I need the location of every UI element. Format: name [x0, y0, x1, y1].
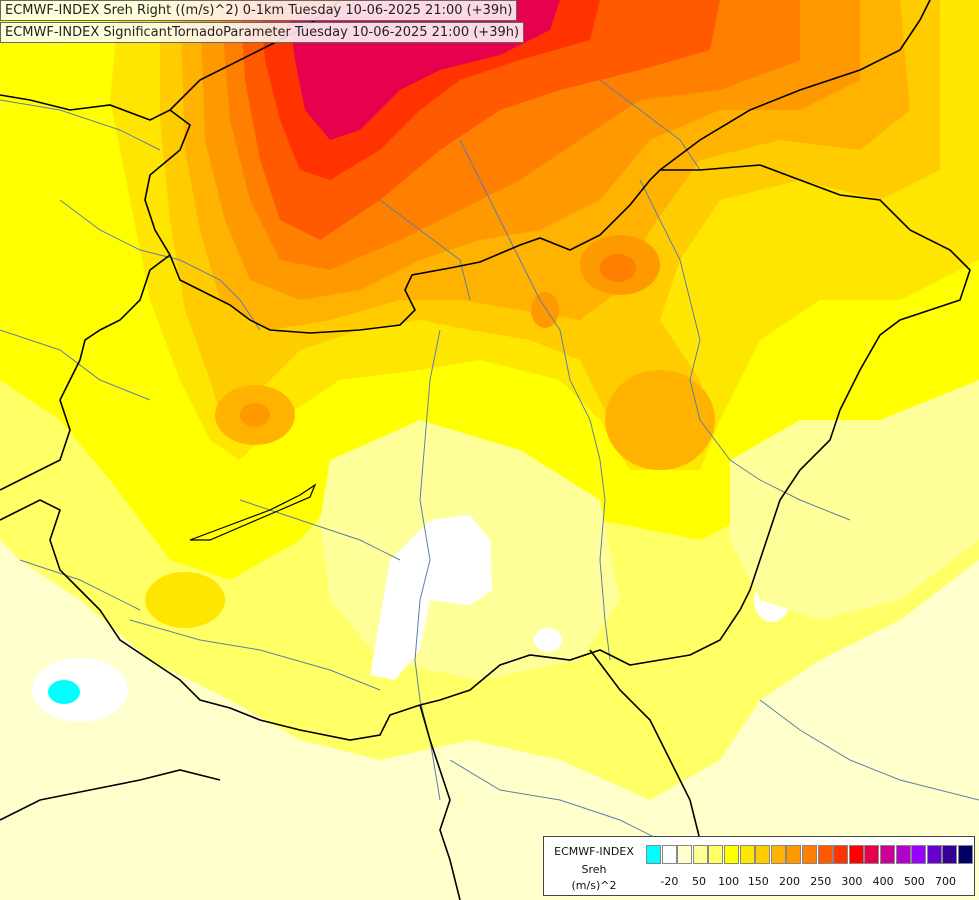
- legend-swatch: [911, 845, 927, 864]
- lake-balaton: [189, 483, 317, 541]
- legend-tick-label: 50: [692, 875, 707, 888]
- legend-swatch: [661, 845, 677, 864]
- legend-tick-label: 300: [841, 875, 863, 888]
- legend-swatch: [802, 845, 817, 864]
- legend-source: ECMWF-INDEX: [554, 845, 634, 858]
- legend-swatch: [708, 845, 724, 864]
- field-white-sw: [32, 658, 128, 722]
- legend-swatch: [848, 845, 864, 864]
- field-blob-south: [605, 370, 715, 470]
- legend-variable: Sreh: [581, 863, 607, 876]
- legend-tick-label: 700: [935, 875, 957, 888]
- legend-swatch: [646, 845, 661, 864]
- legend-tick-label: 400: [872, 875, 894, 888]
- legend-unit: (m/s)^2: [571, 879, 617, 892]
- legend-swatch: [770, 845, 786, 864]
- legend-tick-label: 250: [810, 875, 832, 888]
- field-pale-east: [730, 380, 979, 620]
- legend-tick-label: 200: [779, 875, 801, 888]
- field-blob-sw: [145, 572, 225, 628]
- legend-swatch: [786, 845, 802, 864]
- field-blob-east-core: [600, 254, 636, 282]
- legend-tick-label: 150: [747, 875, 769, 888]
- legend-swatch: [755, 845, 771, 864]
- legend-swatch: [724, 845, 739, 864]
- field-blob-mid: [531, 292, 559, 328]
- legend-swatch: [880, 845, 895, 864]
- legend-swatch: [926, 845, 942, 864]
- title-line-2: ECMWF-INDEX SignificantTornadoParameter …: [0, 22, 525, 43]
- legend-swatch: [817, 845, 833, 864]
- legend-tick-label: 500: [903, 875, 925, 888]
- field-white-center: [370, 515, 492, 680]
- legend-tick-label: -20: [660, 875, 679, 888]
- field-white-dot: [534, 628, 562, 652]
- legend-swatch: [739, 845, 755, 864]
- legend-swatch: [942, 845, 958, 864]
- legend-swatch: [958, 845, 973, 864]
- title-line-1: ECMWF-INDEX Sreh Right ((m/s)^2) 0-1km T…: [0, 0, 518, 21]
- field-cyan-sw: [48, 680, 80, 704]
- legend-swatch: [864, 845, 880, 864]
- legend-swatch: [677, 845, 693, 864]
- field-blob-west-core: [240, 403, 270, 427]
- color-legend: ECMWF-INDEX Sreh (m/s)^2 -20 50 100 150 200 2…: [543, 836, 975, 896]
- legend-swatch: [833, 845, 849, 864]
- legend-tick-label: 100: [718, 875, 740, 888]
- legend-swatch: [692, 845, 708, 864]
- legend-swatch: [895, 845, 911, 864]
